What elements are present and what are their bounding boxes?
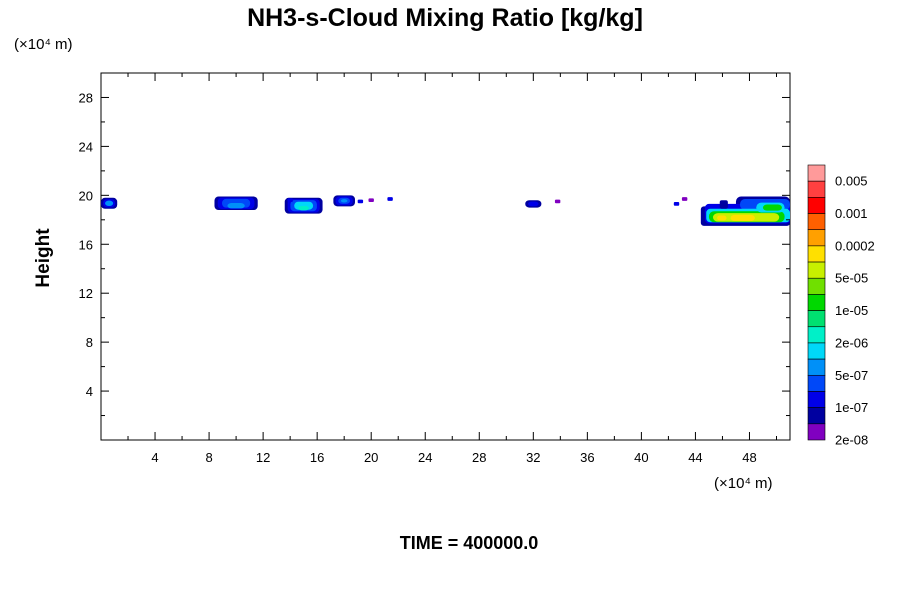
colorbar-swatch xyxy=(807,423,826,441)
colorbar-swatch xyxy=(807,294,826,311)
x-tick-label: 12 xyxy=(256,450,270,465)
x-tick-label: 8 xyxy=(205,450,212,465)
cloud-west-edge-2 xyxy=(105,200,114,207)
colorbar-label: 2e-08 xyxy=(835,433,868,448)
cloud-speck xyxy=(357,199,364,204)
plot-frame xyxy=(100,72,791,441)
colorbar-swatch xyxy=(807,229,826,247)
colorbar-label: 5e-07 xyxy=(835,368,868,383)
cloud-east-green-top xyxy=(762,204,782,211)
x-tick-label: 28 xyxy=(472,450,486,465)
x-tick-label: 20 xyxy=(364,450,378,465)
y-axis-label: Height xyxy=(33,228,54,288)
x-tick-label: 4 xyxy=(151,450,158,465)
colorbar-label: 1e-07 xyxy=(835,400,868,415)
colorbar-swatch xyxy=(807,213,826,231)
x-tick-label: 32 xyxy=(526,450,540,465)
y-tick-label: 8 xyxy=(86,335,93,350)
y-unit-label: (×10⁴ m) xyxy=(14,36,73,53)
cloud-x18-3 xyxy=(340,199,348,203)
colorbar-swatch xyxy=(807,180,826,198)
colorbar-swatch xyxy=(807,277,826,295)
y-tick-label: 24 xyxy=(79,139,93,154)
cloud-speck xyxy=(681,197,688,201)
colorbar-label: 0.0002 xyxy=(835,238,875,253)
colorbar-swatch xyxy=(807,164,826,182)
colorbar-label: 0.005 xyxy=(835,174,868,189)
x-tick-label: 48 xyxy=(742,450,756,465)
colorbar-swatch xyxy=(807,358,826,376)
x-tick-label: 36 xyxy=(580,450,594,465)
x-tick-label: 24 xyxy=(418,450,432,465)
colorbar-swatch xyxy=(807,391,826,408)
colorbar: 0.005 0.001 0.0002 5e-05 1e-05 2e-06 5e-07 1e-0… xyxy=(807,164,875,448)
colorbar-swatch xyxy=(807,326,826,344)
y-tick-label: 20 xyxy=(79,188,93,203)
colorbar-swatch xyxy=(807,261,826,279)
y-tick-label: 28 xyxy=(79,90,93,105)
y-tick-label: 12 xyxy=(79,286,93,301)
cloud-x15-4 xyxy=(298,205,309,211)
colorbar-label: 2e-06 xyxy=(835,335,868,350)
x-unit-label: (×10⁴ m) xyxy=(714,475,773,492)
time-label: TIME = 400000.0 xyxy=(400,533,539,553)
cloud-speck xyxy=(554,199,561,204)
cloud-contours xyxy=(101,195,790,226)
colorbar-swatch xyxy=(807,310,826,328)
cloud-speck xyxy=(368,198,374,203)
cloud-speck xyxy=(387,197,393,201)
y-tick-label: 4 xyxy=(86,384,93,399)
cloud-x32-1 xyxy=(528,201,539,207)
cloud-speck xyxy=(287,198,293,203)
cloud-east-knob xyxy=(719,200,728,209)
x-tick-label: 16 xyxy=(310,450,324,465)
x-tick-label: 40 xyxy=(634,450,648,465)
cloud-east-yellow-2 xyxy=(717,215,727,221)
x-tick-label: 44 xyxy=(688,450,702,465)
colorbar-swatch xyxy=(807,197,826,214)
cloud-speck xyxy=(673,202,680,206)
chart-title: NH3-s-Cloud Mixing Ratio [kg/kg] xyxy=(247,4,643,32)
colorbar-swatch xyxy=(807,342,826,360)
cloud-east-yellow-1 xyxy=(730,214,755,222)
y-tick-label: 16 xyxy=(79,237,93,252)
colorbar-swatch xyxy=(807,374,826,392)
colorbar-label: 0.001 xyxy=(835,206,868,221)
cloud-x10-3 xyxy=(227,203,245,209)
colorbar-swatch xyxy=(807,407,826,425)
colorbar-label: 1e-05 xyxy=(835,303,868,318)
colorbar-swatch xyxy=(807,245,826,263)
colorbar-label: 5e-05 xyxy=(835,271,868,286)
